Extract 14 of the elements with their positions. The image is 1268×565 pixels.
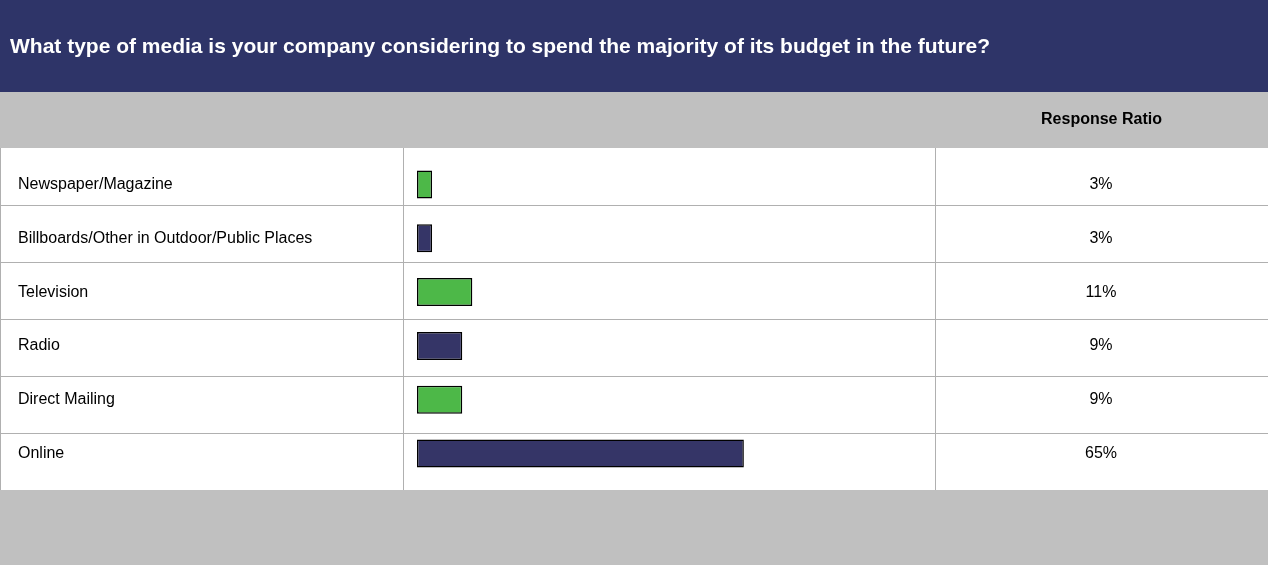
text: Response Ratio <box>1040 110 1163 128</box>
data-label: 9% <box>1089 336 1113 354</box>
data-label: 3% <box>1089 228 1113 246</box>
y-tick-label: Direct Mailing <box>18 390 115 408</box>
data-label: 65% <box>1084 443 1118 461</box>
y-tick-label: Billboards/Other in Outdoor/Public Places <box>18 228 313 246</box>
y-tick-label: Television <box>18 282 89 300</box>
y-tick-label: Radio <box>18 336 60 354</box>
y-tick-label: Online <box>18 443 65 461</box>
y-tick-label: Newspaper/Magazine <box>18 174 173 192</box>
chart-title: What type of media is your company considering to spend the majority of its budget in the future? <box>0 0 1268 92</box>
data-label: 3% <box>1089 174 1113 192</box>
data-label: 11% <box>1085 282 1117 300</box>
data-label: 9% <box>1089 390 1113 408</box>
